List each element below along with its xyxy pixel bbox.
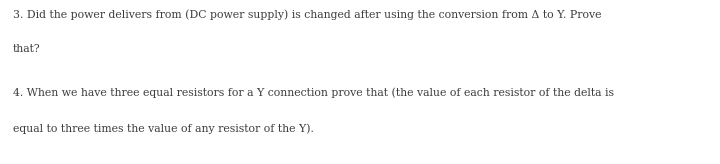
Text: that?: that?: [13, 44, 40, 54]
Text: 3. Did the power delivers from (DC power supply) is changed after using the conv: 3. Did the power delivers from (DC power…: [13, 9, 601, 20]
Text: 4. When we have three equal resistors for a Y connection prove that (the value o: 4. When we have three equal resistors fo…: [13, 88, 614, 98]
Text: equal to three times the value of any resistor of the Y).: equal to three times the value of any re…: [13, 124, 314, 134]
